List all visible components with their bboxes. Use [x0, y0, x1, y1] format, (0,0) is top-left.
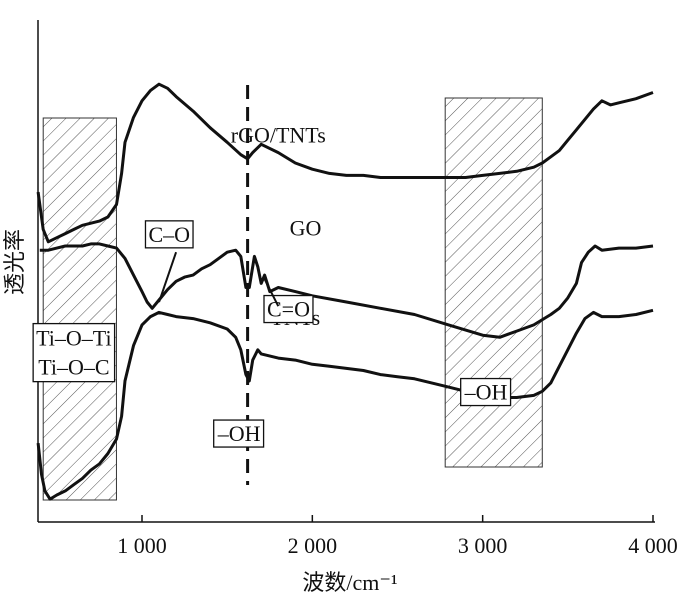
annotation-label: –OH: [464, 380, 508, 405]
x-tick-label: 3 000: [458, 533, 508, 558]
annotation-box: [460, 377, 512, 407]
annotation-leader-line: [263, 278, 280, 307]
y-axis-label: 透光率: [2, 229, 27, 295]
annotation-label: –OH: [217, 421, 261, 446]
annotation-label: C=O: [267, 297, 310, 322]
series-line-rgo-tnts: [36, 82, 654, 244]
x-tick-label: 4 000: [628, 533, 678, 558]
annotation-label: Ti–O–C: [38, 355, 109, 380]
annotation-box-ti-o: [32, 322, 116, 383]
series-label: rGO/TNTs: [231, 122, 326, 147]
x-axis-ticks: 1 000 2 000 3 000 4 000: [117, 515, 678, 558]
annotation-box: [263, 294, 314, 324]
annotation-box: [213, 419, 265, 448]
x-tick-label: 2 000: [288, 533, 338, 558]
x-axis-label: 波数/cm⁻¹: [302, 570, 397, 595]
annotations: Ti–O–Ti Ti–O–C C–O C=O –OH –OH: [32, 220, 512, 448]
series-line-tnts: [36, 308, 654, 501]
hatched-region-ti-o: [42, 117, 117, 501]
x-tick-label: 1 000: [117, 533, 167, 558]
series-line-go: [39, 242, 654, 339]
hatched-region-oh: [444, 97, 543, 468]
series-label: GO: [290, 216, 322, 241]
annotation-label: C–O: [148, 222, 190, 247]
annotation-label: Ti–O–Ti: [36, 326, 111, 351]
annotation-leader-line: [158, 251, 178, 303]
annotation-box: [144, 220, 194, 249]
